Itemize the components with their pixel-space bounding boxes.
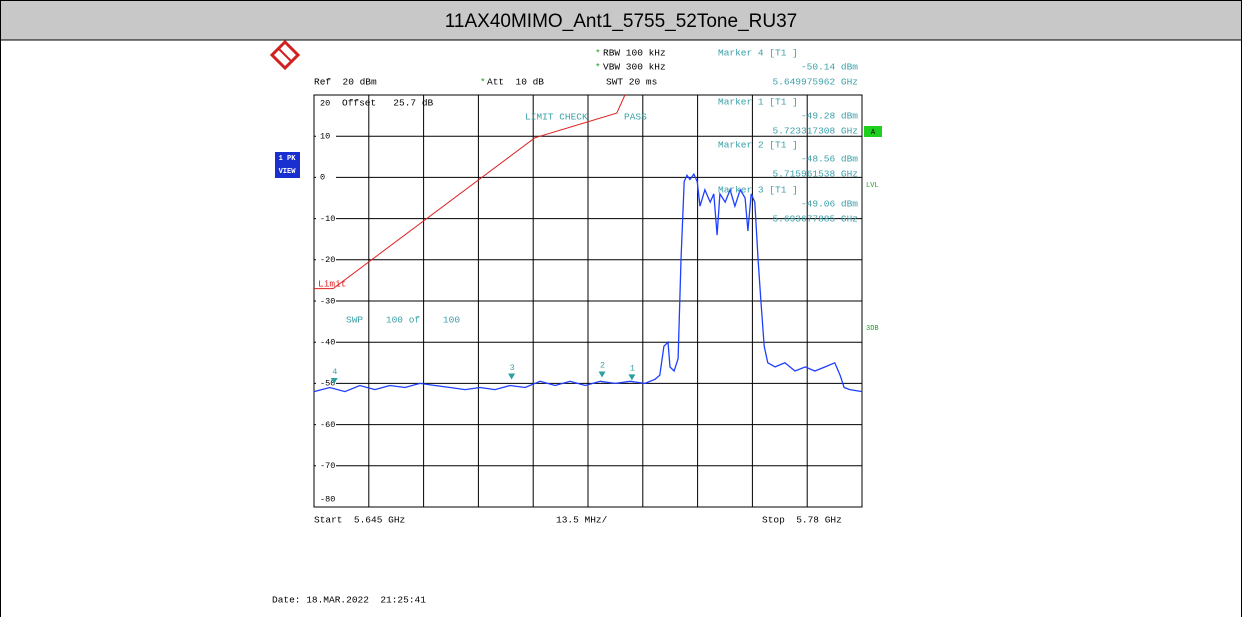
tick-bg (316, 494, 336, 504)
y-tick-label: -70 (320, 461, 335, 471)
stop: Stop 5.78 GHz (762, 515, 842, 526)
date: Date: 18.MAR.2022 21:25:41 (272, 595, 426, 606)
span: 13.5 MHz/ (556, 515, 608, 526)
marker-label: Marker 3 [T1 ] (718, 185, 798, 196)
series-line (314, 94, 626, 290)
y-tick-label: 10 (320, 131, 330, 141)
offset: Offset 25.7 dB (342, 98, 434, 109)
swt: SWT 20 ms (606, 77, 657, 88)
y-tick-label: -60 (320, 420, 335, 430)
plot: 20 10 0 -10 -20 -30 -40 -50 -60 -70 -80 Offset 25.7… (313, 48, 863, 508)
tick-bg (316, 254, 336, 265)
limit-check: LIMIT CHECK (525, 112, 588, 123)
marker (330, 377, 338, 384)
side-label: A (871, 129, 876, 137)
star: * (595, 48, 601, 59)
marker-label: Marker 1 [T1 ] (718, 97, 798, 108)
marker-x: 5.693677885 GHz (772, 214, 858, 225)
marker-id: 4 (332, 367, 337, 377)
series-line (313, 172, 863, 393)
vbw: VBW 300 kHz (603, 62, 666, 73)
marker-x: 5.723317308 GHz (772, 126, 858, 137)
marker (508, 373, 516, 380)
marker-value: -50.14 dBm (801, 62, 858, 73)
marker-label: Marker 4 [T1 ] (718, 48, 798, 59)
side-label: 3DB (866, 325, 879, 333)
side-box (864, 126, 882, 137)
star: * (595, 62, 601, 73)
tick-bg (316, 378, 336, 389)
marker (598, 371, 606, 378)
star: * (480, 77, 486, 88)
pass: PASS (624, 112, 647, 123)
side-label: LVL (866, 182, 879, 190)
marker-id: 3 (510, 363, 515, 373)
trace-mode-box (275, 152, 300, 178)
marker-value: -49.06 dBm (801, 199, 858, 210)
tick-bg (316, 213, 336, 224)
ref: Ref 20 dBm (314, 77, 377, 88)
marker (628, 374, 636, 381)
marker-label: Marker 2 [T1 ] (718, 140, 798, 151)
y-tick-label: -80 (320, 494, 335, 504)
y-tick-label: -30 (320, 296, 335, 306)
y-tick-label: -10 (320, 214, 335, 224)
tick-bg (316, 172, 336, 183)
start: Start 5.645 GHz (314, 515, 405, 526)
tick-bg (316, 460, 336, 471)
trace-mode: 1 PK (279, 155, 297, 163)
chart-title: 11AX40MIMO_Ant1_5755_52Tone_RU37 (445, 11, 797, 32)
marker-x: 5.715961538 GHz (772, 169, 858, 180)
y-tick-label: 20 (320, 98, 330, 108)
tick-bg (316, 131, 336, 142)
trace-mode: VIEW (279, 168, 297, 176)
marker-value: -48.56 dBm (801, 154, 858, 165)
y-tick-label: 0 (320, 173, 325, 183)
tick-bg (316, 98, 336, 108)
marker-value: -49.28 dBm (801, 111, 858, 122)
tick-bg (316, 337, 336, 348)
title-bar (1, 1, 1241, 40)
marker-id: 1 (630, 364, 635, 374)
logo (269, 39, 301, 71)
y-tick-label: -50 (320, 379, 335, 389)
sweep: SWP 100 of 100 (346, 315, 460, 326)
marker-id: 2 (600, 361, 605, 371)
y-tick-label: -20 (320, 255, 335, 265)
limit-label: Limit (318, 279, 347, 290)
y-tick-label: -40 (320, 337, 335, 347)
tick-bg (316, 419, 336, 430)
marker-x: 5.649975962 GHz (772, 77, 858, 88)
att: Att 10 dB (487, 77, 544, 88)
tick-bg (316, 296, 336, 306)
rbw: RBW 100 kHz (603, 48, 666, 59)
